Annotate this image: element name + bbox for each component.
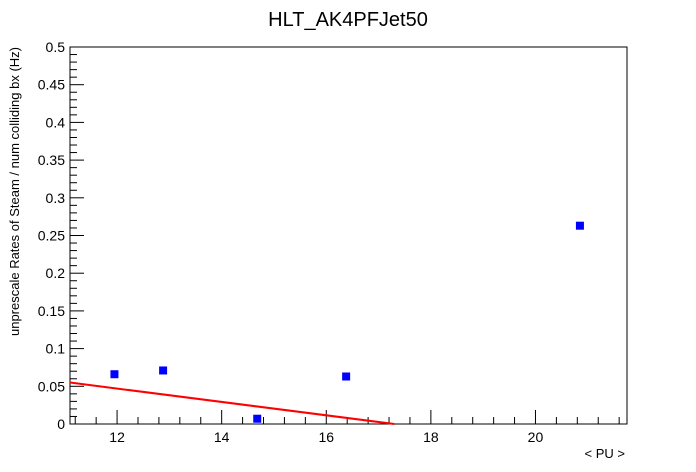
data-point xyxy=(575,221,584,230)
fit-line xyxy=(69,381,395,425)
y-tick-label: 0 xyxy=(57,416,65,432)
y-tick-label: 0.5 xyxy=(46,39,66,55)
y-tick-label: 0.25 xyxy=(38,228,65,244)
x-tick-label: 16 xyxy=(318,429,334,445)
x-tick-label: 12 xyxy=(109,429,125,445)
y-tick-label: 0.1 xyxy=(46,341,66,357)
x-axis-ticks: 12 14 16 18 20 xyxy=(74,410,620,445)
data-point xyxy=(159,366,168,375)
chart-title: HLT_AK4PFJet50 xyxy=(268,9,428,31)
series-layer xyxy=(69,221,584,425)
data-point xyxy=(342,372,351,381)
y-tick-label: 0.3 xyxy=(46,190,66,206)
y-tick-label: 0.45 xyxy=(38,77,65,93)
x-tick-label: 20 xyxy=(528,429,544,445)
y-tick-label: 0.15 xyxy=(38,303,65,319)
data-point xyxy=(253,414,262,423)
y-axis-label: unprescale Rates of Steam / num collidin… xyxy=(7,47,22,336)
y-axis-ticks: 0 0.05 0.1 0.15 0.2 0.25 0.3 0.35 0.4 0.45 0.5 xyxy=(38,39,84,432)
y-tick-label: 0.35 xyxy=(38,152,65,168)
data-point xyxy=(110,370,119,379)
y-tick-label: 0.05 xyxy=(38,378,65,394)
x-tick-label: 14 xyxy=(214,429,230,445)
x-axis-label: < PU > xyxy=(585,446,625,461)
x-tick-label: 18 xyxy=(423,429,439,445)
y-tick-label: 0.4 xyxy=(46,114,66,130)
y-tick-label: 0.2 xyxy=(46,265,66,281)
